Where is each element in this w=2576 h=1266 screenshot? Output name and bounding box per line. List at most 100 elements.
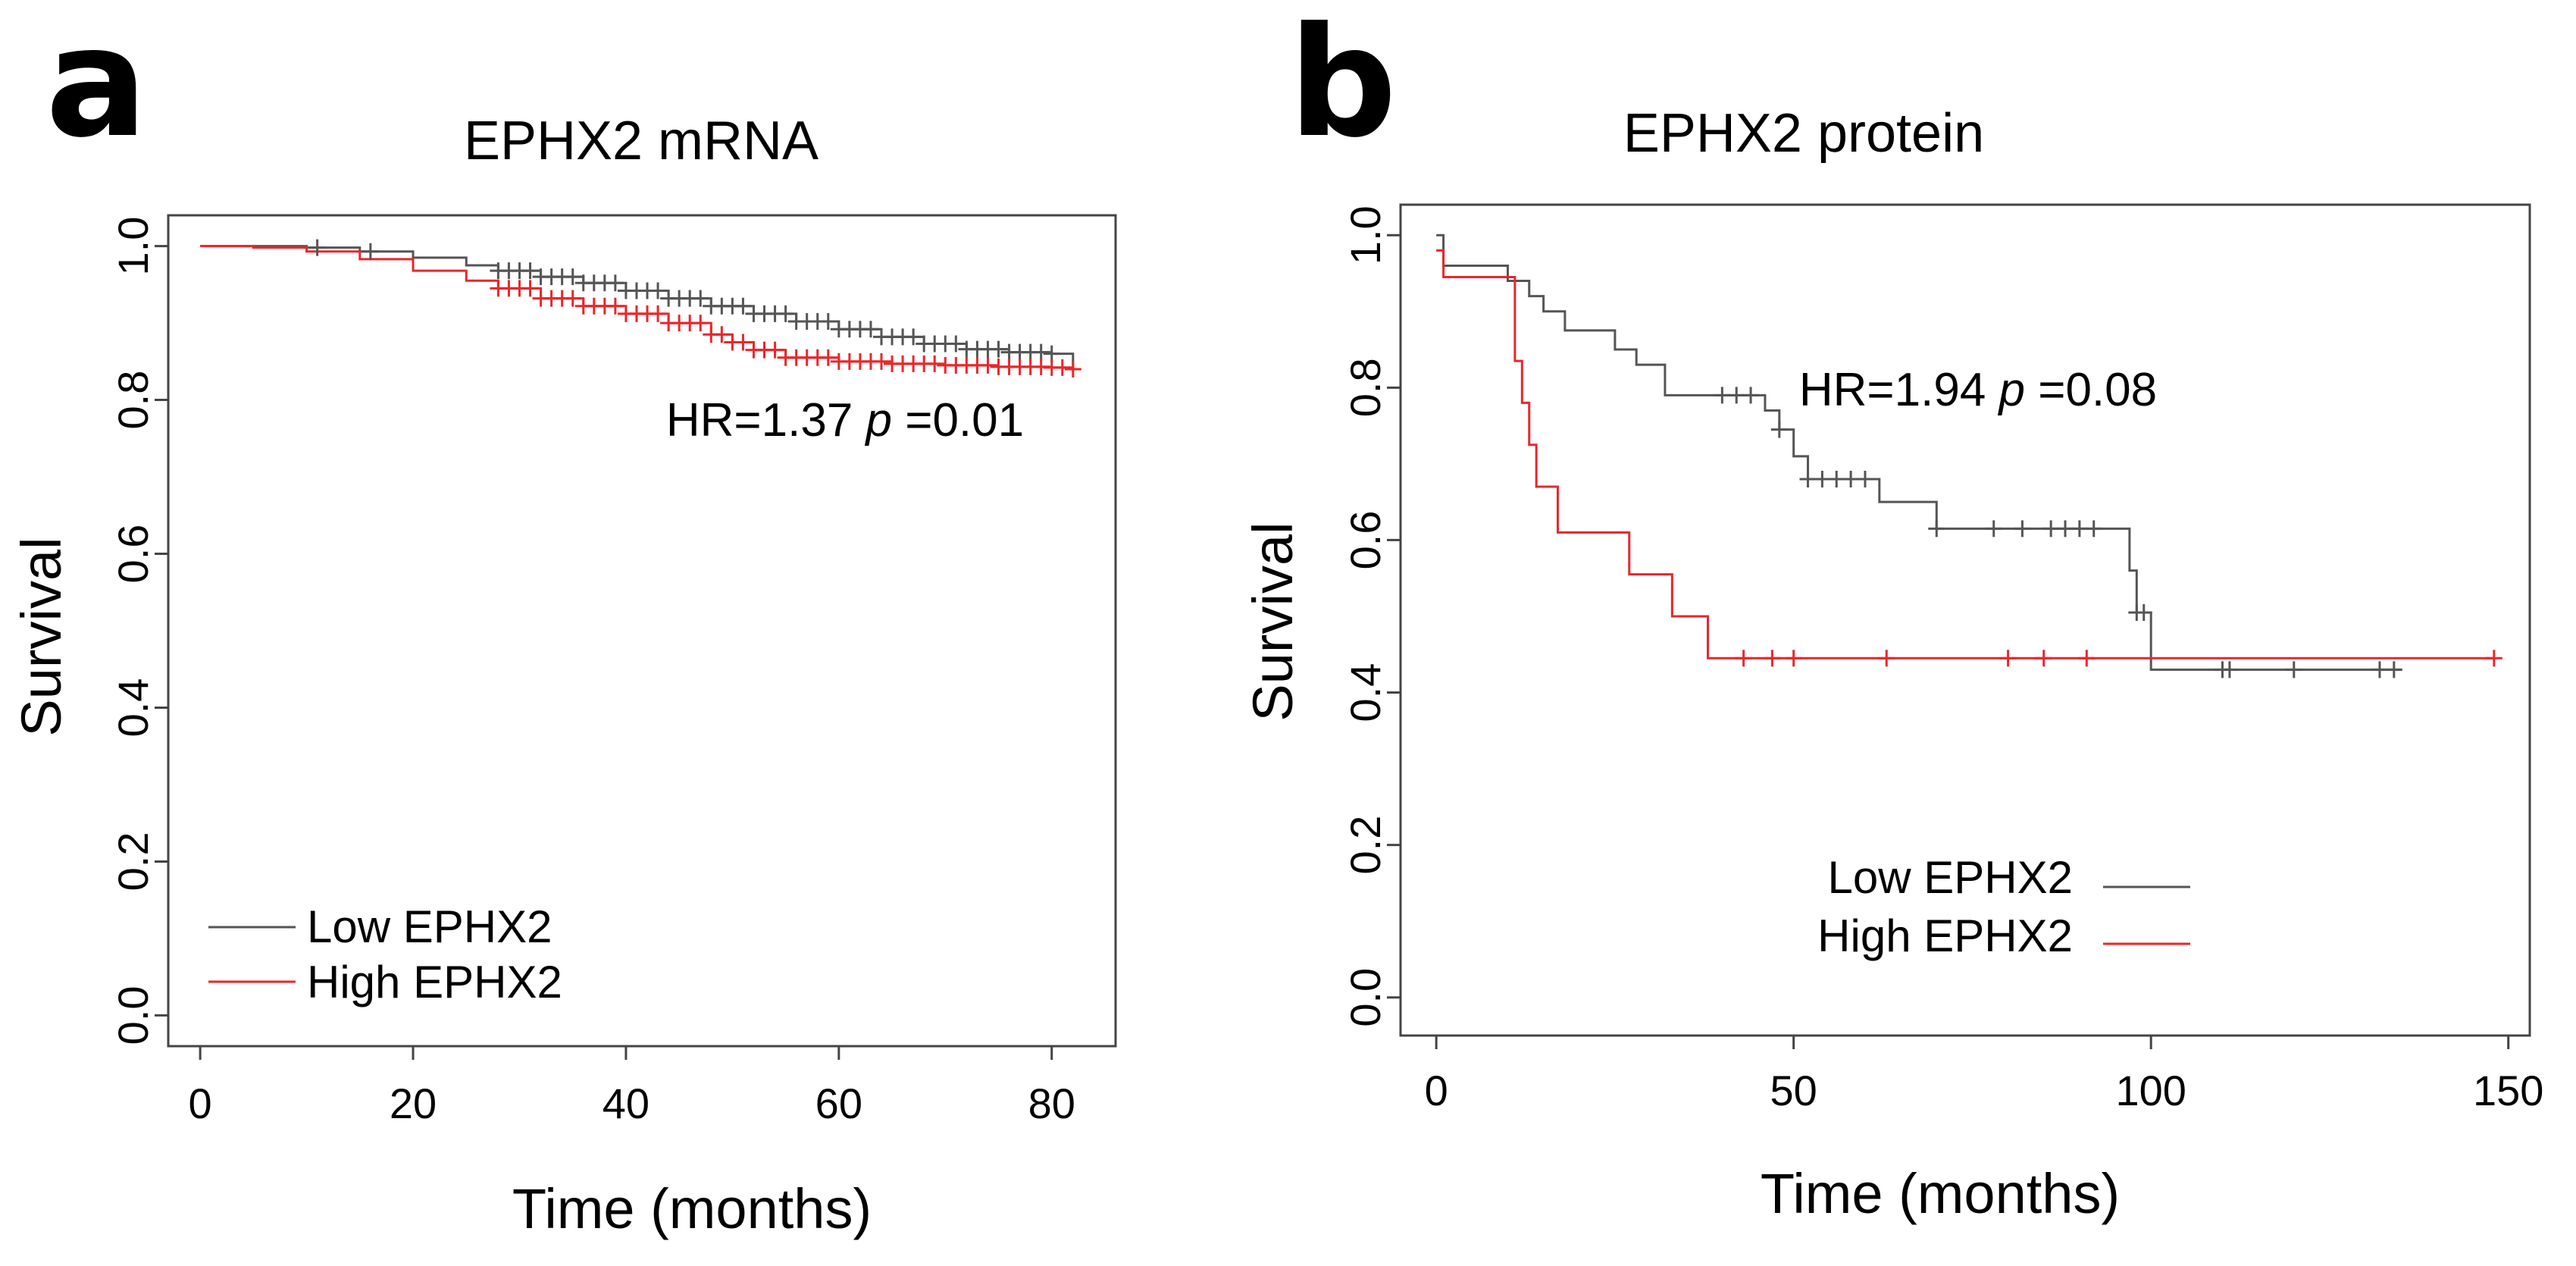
censor-mark bbox=[1742, 387, 1760, 404]
censor-mark bbox=[2485, 650, 2502, 667]
censor-mark bbox=[905, 328, 922, 346]
x-tick-label: 20 bbox=[390, 1080, 437, 1127]
censor-mark bbox=[926, 355, 944, 372]
panel-b-p-symbol: p bbox=[1998, 364, 2025, 416]
panel-a-y-axis: 0.0 0.2 0.4 0.6 0.8 1.0 bbox=[109, 217, 168, 1045]
censor-mark bbox=[649, 282, 667, 299]
censor-mark bbox=[1032, 343, 1050, 361]
panel-b-y-axis-label: Survival bbox=[1241, 522, 1304, 721]
panel-b-legend-low-label: Low EPHX2 bbox=[1828, 852, 2074, 903]
censor-mark bbox=[564, 290, 581, 307]
x-tick-label: 40 bbox=[603, 1080, 649, 1127]
censor-mark bbox=[2221, 661, 2238, 678]
panel-a-censor-marks bbox=[308, 239, 1081, 378]
censor-mark bbox=[1064, 360, 1081, 378]
x-tick-label: 60 bbox=[815, 1080, 862, 1127]
censor-mark bbox=[2285, 661, 2302, 678]
censor-mark bbox=[873, 353, 890, 370]
censor-mark bbox=[990, 340, 1007, 358]
panel-b: b EPHX2 protein 0.0 0.2 0.4 0.6 0.8 1.0 0 50 10… bbox=[1241, 0, 2543, 1225]
panel-b-hr-text: HR=1.94 bbox=[1799, 364, 1999, 416]
censor-mark bbox=[1785, 650, 1802, 667]
panel-a-x-axis-label: Time (months) bbox=[512, 1177, 872, 1240]
censor-mark bbox=[692, 315, 709, 332]
censor-mark bbox=[1842, 470, 1860, 487]
x-tick-label: 80 bbox=[1028, 1080, 1075, 1127]
censor-mark bbox=[521, 262, 539, 280]
censor-mark bbox=[2085, 520, 2102, 537]
censor-mark bbox=[713, 326, 731, 343]
panel-b-title: EPHX2 protein bbox=[1623, 103, 1984, 164]
censor-mark bbox=[606, 274, 624, 292]
censor-mark bbox=[819, 349, 837, 366]
y-tick-label: 0.0 bbox=[109, 986, 157, 1045]
survival-curve-high bbox=[1436, 249, 2494, 660]
y-tick-label: 0.4 bbox=[1341, 663, 1389, 722]
panel-b-hr-annotation: HR=1.94 p =0.08 bbox=[1799, 364, 2157, 416]
panel-a-legend: Low EPHX2 High EPHX2 bbox=[208, 901, 562, 1007]
y-tick-label: 0.0 bbox=[1341, 968, 1389, 1027]
x-tick-label: 50 bbox=[1770, 1067, 1817, 1114]
panel-b-x-axis-label: Time (months) bbox=[1761, 1162, 2120, 1225]
censor-mark bbox=[819, 313, 837, 331]
panel-a-hr-text: HR=1.37 bbox=[666, 394, 866, 447]
censor-mark bbox=[1878, 650, 1895, 667]
panel-b-censor-marks bbox=[1714, 387, 2502, 678]
panel-a-legend-low-label: Low EPHX2 bbox=[307, 901, 552, 952]
panel-a-hr-annotation: HR=1.37 p =0.01 bbox=[666, 394, 1024, 447]
censor-mark bbox=[2078, 650, 2096, 667]
y-tick-label: 0.4 bbox=[109, 678, 157, 738]
panel-a: a EPHX2 mRNA 0.0 0.2 0.4 0.6 0.8 1.0 0 20 40 60 8… bbox=[10, 0, 1117, 1240]
censor-mark bbox=[1714, 387, 1731, 404]
censor-mark bbox=[2035, 650, 2052, 667]
y-tick-label: 0.6 bbox=[1341, 510, 1389, 569]
panel-a-y-axis-label: Survival bbox=[10, 537, 73, 736]
censor-mark bbox=[1928, 520, 1945, 537]
censor-mark bbox=[734, 334, 752, 351]
panel-b-letter: b bbox=[1288, 0, 1397, 171]
censor-mark bbox=[1735, 650, 1752, 667]
censor-mark bbox=[521, 280, 539, 297]
censor-mark bbox=[1770, 421, 1788, 438]
censor-mark bbox=[606, 297, 624, 315]
censor-mark bbox=[2385, 661, 2402, 678]
censor-mark bbox=[1728, 387, 1745, 404]
y-tick-label: 0.8 bbox=[1341, 358, 1389, 417]
x-tick-label: 150 bbox=[2473, 1067, 2543, 1114]
censor-mark bbox=[1985, 520, 2002, 537]
panel-a-letter: a bbox=[45, 0, 148, 171]
x-tick-label: 100 bbox=[2115, 1067, 2186, 1114]
censor-mark bbox=[1828, 470, 1845, 487]
y-tick-label: 1.0 bbox=[109, 217, 157, 276]
panel-a-legend-high-label: High EPHX2 bbox=[307, 957, 562, 1007]
censor-mark bbox=[2071, 520, 2088, 537]
panel-b-plot-frame bbox=[1399, 203, 2531, 1037]
x-tick-label: 0 bbox=[1425, 1067, 1448, 1114]
censor-mark bbox=[308, 239, 326, 256]
x-tick-label: 0 bbox=[189, 1080, 212, 1127]
censor-mark bbox=[1814, 470, 1831, 487]
censor-mark bbox=[2135, 603, 2152, 621]
y-tick-label: 0.2 bbox=[1341, 816, 1389, 875]
censor-mark bbox=[362, 243, 379, 260]
censor-mark bbox=[2014, 520, 2031, 537]
panel-b-survival-curves bbox=[1436, 233, 2494, 671]
censor-mark bbox=[947, 335, 965, 353]
censor-mark bbox=[2042, 520, 2060, 537]
censor-mark bbox=[564, 268, 581, 286]
y-tick-label: 0.6 bbox=[109, 525, 157, 584]
panel-a-p-value: =0.01 bbox=[892, 394, 1024, 447]
censor-mark bbox=[734, 297, 752, 315]
censor-mark bbox=[2371, 661, 2388, 678]
panel-a-p-symbol: p bbox=[865, 394, 892, 447]
censor-mark bbox=[1799, 470, 1817, 487]
censor-mark bbox=[2057, 520, 2074, 537]
panel-b-p-value: =0.08 bbox=[2025, 364, 2157, 416]
censor-mark bbox=[692, 290, 709, 307]
panel-a-title: EPHX2 mRNA bbox=[464, 111, 818, 171]
censor-mark bbox=[1999, 650, 2017, 667]
panel-a-plot-frame bbox=[167, 214, 1117, 1048]
survival-curve-low bbox=[1436, 233, 2402, 671]
panel-b-x-axis: 0 50 100 150 bbox=[1425, 1036, 2543, 1114]
